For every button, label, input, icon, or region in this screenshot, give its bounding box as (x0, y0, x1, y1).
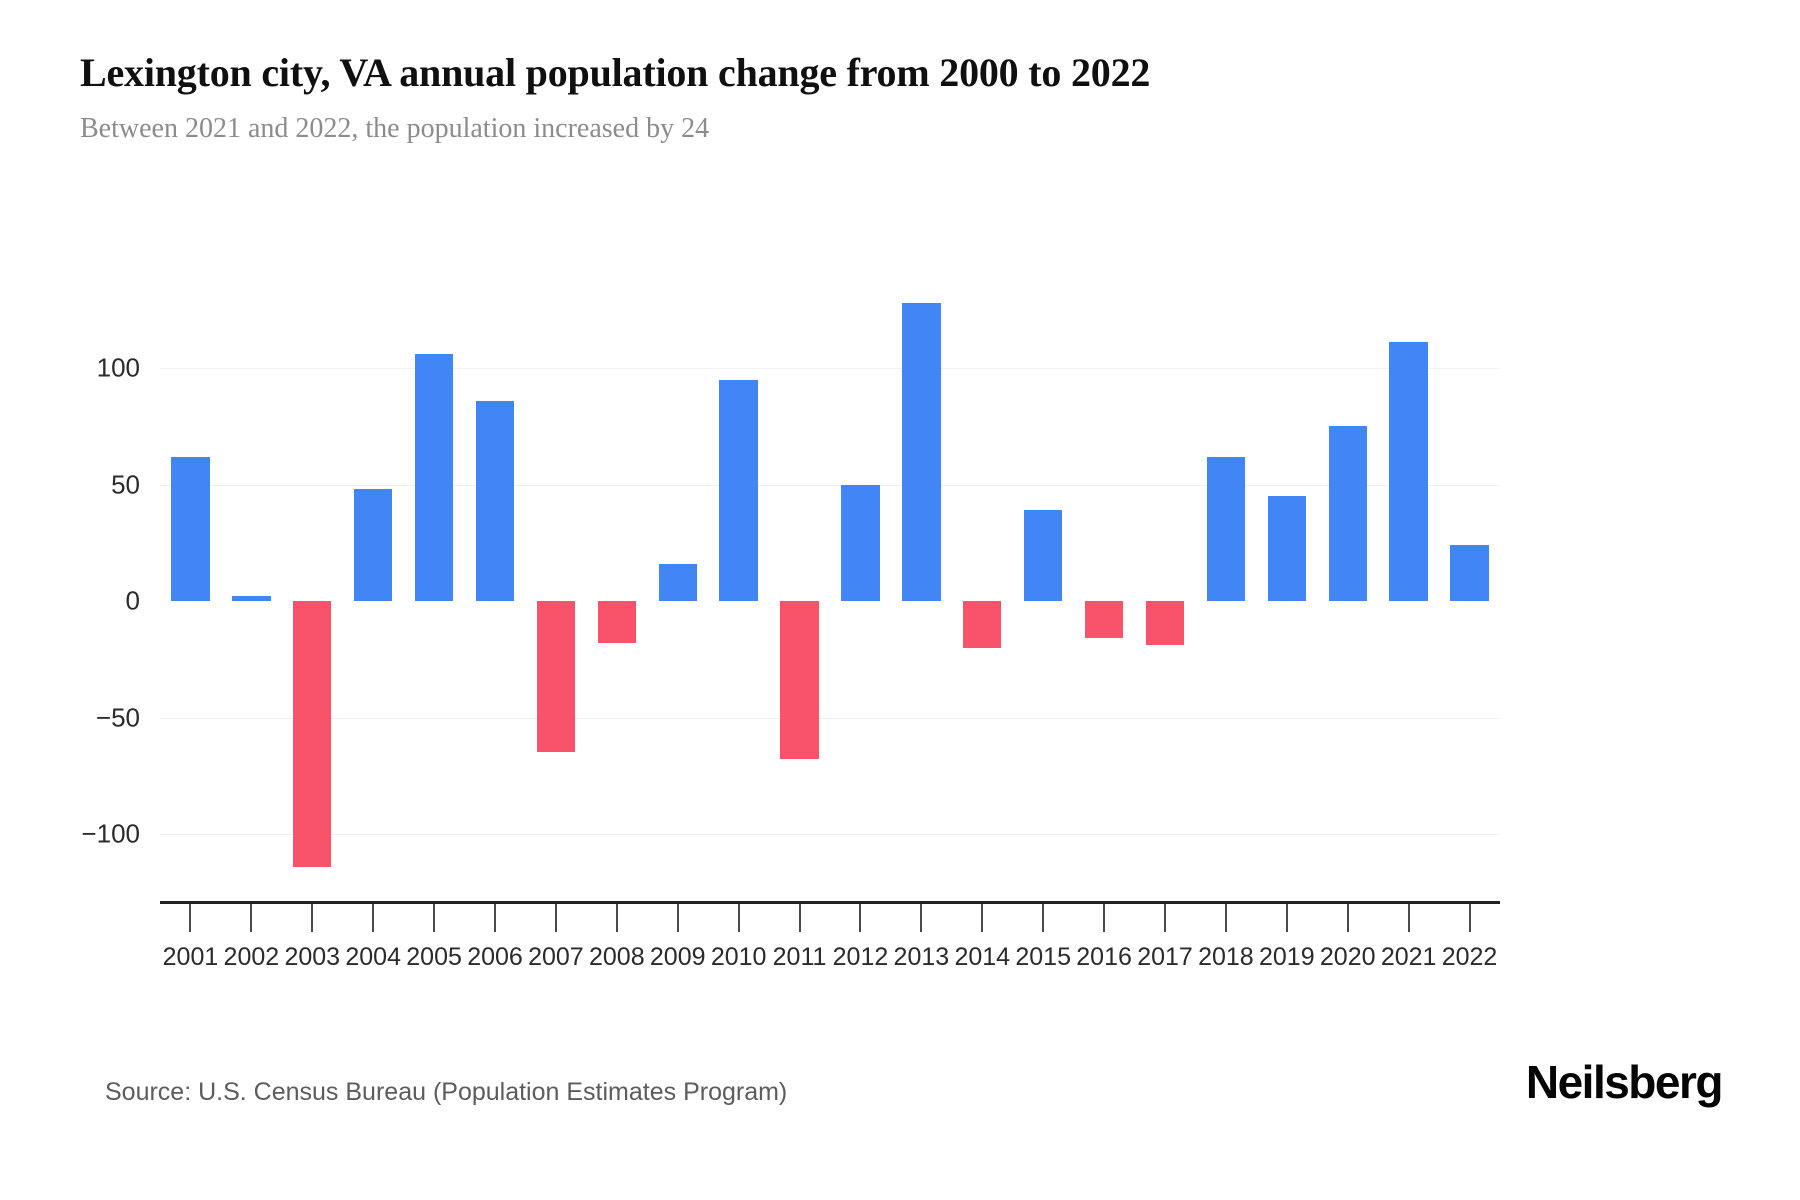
chart-subtitle: Between 2021 and 2022, the population in… (80, 113, 710, 144)
bar-2018[interactable] (1206, 456, 1246, 601)
x-axis-tick (859, 904, 862, 932)
x-axis-tick (250, 904, 253, 932)
x-axis-tick-label-2012: 2012 (832, 943, 889, 971)
bar-2014[interactable] (963, 601, 1002, 648)
x-axis-tick-label-2004: 2004 (345, 943, 401, 971)
x-axis-tick (920, 904, 923, 932)
x-axis-tick-label-2007: 2007 (528, 943, 584, 971)
bar-2006[interactable] (475, 400, 515, 601)
x-axis-tick-label-2019: 2019 (1259, 943, 1315, 971)
x-axis-line (160, 901, 1500, 904)
x-axis-tick-label-2017: 2017 (1137, 943, 1193, 971)
bar-2002[interactable] (232, 596, 271, 601)
x-axis-tick (189, 904, 192, 932)
gridline--50 (160, 717, 1500, 719)
y-axis-tick-label: −100 (81, 818, 140, 849)
x-axis-tick (1224, 904, 1227, 932)
bar-2008[interactable] (597, 601, 636, 643)
x-axis-tick-label-2011: 2011 (772, 943, 827, 971)
bar-2021[interactable] (1389, 342, 1428, 601)
gridline--100 (160, 834, 1500, 835)
x-axis-tick (615, 904, 618, 932)
x-axis-tick-label-2002: 2002 (223, 943, 280, 971)
gridline-50 (160, 484, 1500, 486)
gridline-100 (160, 368, 1500, 369)
x-axis-tick-label-2013: 2013 (893, 943, 950, 971)
x-axis-tick (1285, 904, 1288, 932)
x-axis-tick-label-2016: 2016 (1076, 943, 1132, 971)
x-axis-tick (676, 904, 679, 932)
x-axis-tick (1103, 904, 1106, 932)
bar-2009[interactable] (658, 563, 697, 601)
bar-2017[interactable] (1145, 601, 1185, 646)
source-note: Source: U.S. Census Bureau (Population E… (105, 1078, 788, 1106)
bar-2013[interactable] (902, 302, 941, 601)
x-axis-tick (981, 904, 984, 932)
y-axis-tick-label: 0 (125, 585, 140, 616)
x-axis-tick (433, 904, 436, 932)
x-axis-tick (1346, 904, 1349, 932)
x-axis-tick (554, 904, 557, 932)
bar-2019[interactable] (1267, 496, 1306, 601)
bar-2012[interactable] (841, 484, 880, 601)
chart-title: Lexington city, VA annual population cha… (80, 50, 1151, 95)
x-axis-tick-label-2020: 2020 (1319, 943, 1376, 971)
x-axis-tick (1468, 904, 1471, 932)
y-axis-tick-label: −50 (95, 702, 140, 732)
bar-2001[interactable] (171, 456, 210, 601)
x-axis-tick-label-2008: 2008 (589, 943, 645, 971)
x-axis-tick-label-2010: 2010 (710, 943, 767, 971)
bar-2011[interactable] (780, 601, 819, 760)
x-axis-tick-label-2014: 2014 (954, 943, 1011, 971)
x-axis-tick-label-2005: 2005 (406, 943, 462, 971)
x-axis-tick (494, 904, 496, 932)
x-axis-tick-label-2001: 2001 (162, 943, 219, 971)
chart-header: Lexington city, VA annual population cha… (80, 50, 1720, 146)
bar-2016[interactable] (1084, 601, 1124, 639)
x-axis-tick-label-2015: 2015 (1015, 943, 1071, 971)
bar-2022[interactable] (1450, 545, 1489, 601)
bar-2003[interactable] (293, 601, 332, 867)
x-axis-tick (1164, 904, 1166, 932)
x-axis-tick-label-2003: 2003 (284, 943, 341, 971)
x-axis-tick (311, 904, 314, 932)
bar-2020[interactable] (1328, 426, 1367, 601)
x-axis-tick (372, 904, 375, 932)
x-axis-tick-label-2021: 2021 (1380, 943, 1437, 971)
bar-2007[interactable] (536, 601, 576, 753)
y-axis-tick-label: 100 (96, 352, 140, 383)
x-axis-tick (1407, 904, 1410, 932)
x-axis-tick (1042, 904, 1045, 932)
x-axis-tick-label-2009: 2009 (649, 943, 706, 971)
bar-2004[interactable] (353, 489, 393, 601)
gridline-0 (160, 601, 1500, 602)
x-axis-tick (737, 904, 740, 932)
x-axis-tick-label-2022: 2022 (1441, 943, 1498, 971)
brand-logo: Neilsberg (1525, 1056, 1724, 1108)
bar-2010[interactable] (719, 379, 758, 601)
bar-2005[interactable] (414, 354, 454, 601)
x-axis-tick-label-2018: 2018 (1198, 943, 1254, 971)
bar-2015[interactable] (1023, 510, 1063, 601)
x-axis-tick-label-2006: 2006 (467, 943, 523, 971)
y-axis-tick-label: 50 (111, 469, 140, 499)
x-axis-tick (798, 904, 801, 932)
